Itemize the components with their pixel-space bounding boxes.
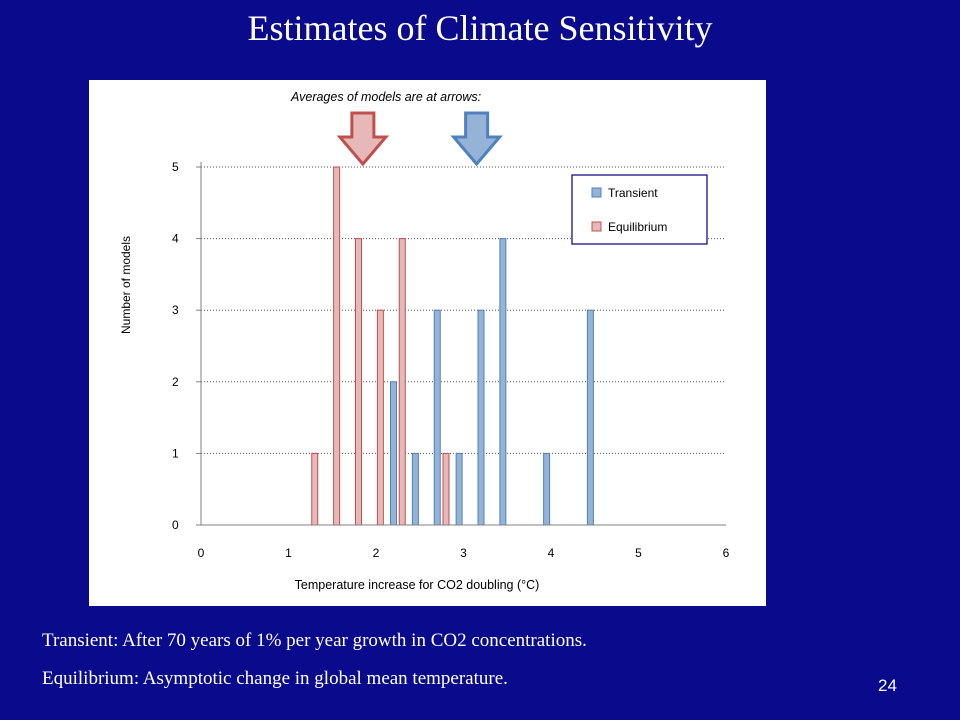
legend-swatch-transient: [591, 187, 602, 198]
legend: Transient Equilibrium: [571, 174, 708, 245]
page-number: 24: [878, 676, 897, 695]
x-tick-label: 4: [548, 546, 555, 560]
legend-swatch-equilibrium: [591, 221, 602, 232]
bar-equilibrium: [376, 309, 384, 526]
x-tick-label: 1: [285, 546, 292, 560]
arrow-layer: [336, 111, 503, 167]
bar-transient: [390, 381, 397, 526]
grid-layer: [201, 166, 726, 454]
y-tick-label: 4: [172, 232, 179, 246]
bar-equilibrium: [333, 166, 341, 526]
slide-title: Estimates of Climate Sensitivity: [247, 8, 713, 48]
bar-transient: [586, 309, 594, 526]
axis-layer: 0 1 2 3 4 5 0 1 2 3 4 5 6: [172, 160, 730, 560]
y-tick-label: 5: [172, 160, 179, 174]
bar-equilibrium: [398, 238, 406, 526]
bar-equilibrium: [442, 452, 450, 526]
chart-panel: 0 1 2 3 4 5 0 1 2 3 4 5 6 Averages of models are at …: [89, 80, 766, 606]
histogram-chart: 0 1 2 3 4 5 0 1 2 3 4 5 6 Averages of models are at …: [119, 90, 730, 592]
y-tick-label: 0: [172, 518, 179, 532]
bar-layer: [311, 166, 594, 526]
y-tick-label: 1: [172, 446, 179, 460]
average-arrow-equilibrium: [336, 111, 390, 167]
caption-equilibrium: Equilibrium: Asymptotic change in global…: [42, 668, 508, 689]
x-tick-label: 3: [460, 546, 467, 560]
legend-box: [571, 174, 708, 245]
x-tick-label: 5: [635, 546, 642, 560]
bar-transient: [477, 309, 485, 526]
legend-label-equilibrium: Equilibrium: [608, 220, 667, 234]
x-tick-label: 0: [198, 546, 205, 560]
caption-transient: Transient: After 70 years of 1% per year…: [42, 630, 587, 651]
average-arrow-transient: [450, 111, 503, 167]
y-tick-label: 2: [172, 375, 179, 389]
bar-transient: [499, 238, 507, 526]
bar-transient: [433, 309, 441, 526]
x-axis-label: Temperature increase for CO2 doubling (°…: [295, 578, 540, 592]
bar-transient: [455, 452, 463, 526]
x-tick-label: 2: [373, 546, 380, 560]
y-tick-label: 3: [172, 303, 179, 317]
bar-transient: [543, 452, 551, 526]
y-axis-label: Number of models: [119, 236, 133, 334]
legend-label-transient: Transient: [608, 186, 658, 200]
bar-transient: [411, 452, 419, 526]
bar-equilibrium: [311, 452, 319, 526]
chart-annotation: Averages of models are at arrows:: [290, 90, 481, 104]
bar-equilibrium: [355, 238, 362, 526]
x-tick-label: 6: [723, 546, 730, 560]
